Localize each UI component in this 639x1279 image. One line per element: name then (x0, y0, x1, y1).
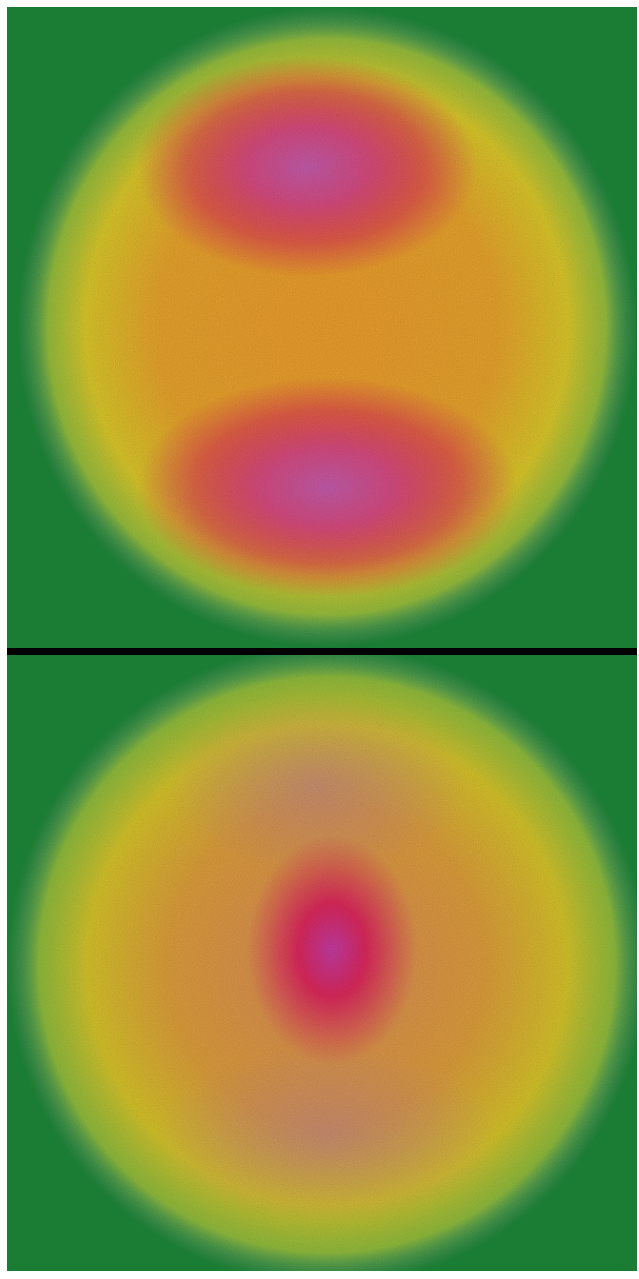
bottom-heatmap-svg (7, 655, 637, 1271)
bottom-heatmap-panel (7, 655, 637, 1271)
top-upper-lobe (137, 57, 477, 277)
top-lower-lobe (137, 377, 517, 597)
top-heatmap-panel (7, 7, 637, 648)
bottom-lower-haze (157, 1045, 497, 1225)
bottom-central-lobe (247, 835, 417, 1065)
bottom-upper-haze (167, 695, 467, 875)
top-heatmap-svg (7, 7, 637, 648)
panel-divider (7, 648, 637, 655)
